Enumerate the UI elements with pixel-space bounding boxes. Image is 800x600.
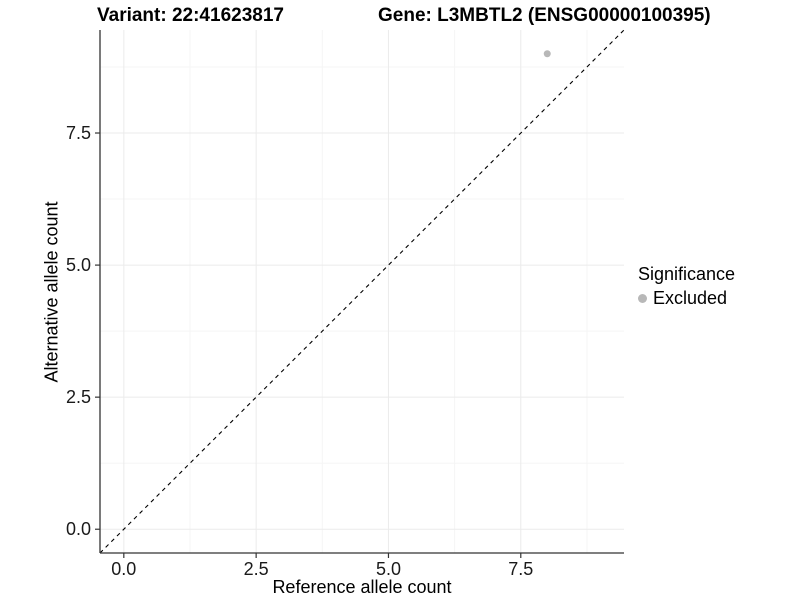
y-tick-label: 5.0 — [66, 255, 91, 275]
legend-item-label: Excluded — [653, 288, 728, 308]
x-tick-label: 2.5 — [244, 559, 269, 579]
legend: Significance Excluded — [638, 264, 735, 309]
identity-dashed-line — [99, 29, 625, 554]
x-tick-label: 0.0 — [111, 559, 136, 579]
legend-title: Significance — [638, 264, 736, 284]
y-tick-label: 7.5 — [66, 123, 91, 143]
x-axis-title: Reference allele count — [272, 577, 452, 597]
y-tick-label: 2.5 — [66, 387, 91, 407]
y-tick-label: 0.0 — [66, 519, 91, 539]
variant-title: Variant: 22:41623817 — [97, 5, 284, 26]
y-axis-title: Alternative allele count — [41, 201, 62, 383]
excluded-circle-icon — [638, 294, 647, 303]
gene-title: Gene: L3MBTL2 (ENSG00000100395) — [378, 5, 711, 26]
legend-item-excluded: Excluded — [638, 288, 735, 309]
x-tick-label: 7.5 — [508, 559, 533, 579]
data-point — [543, 50, 551, 58]
x-tick-label: 5.0 — [376, 559, 401, 579]
